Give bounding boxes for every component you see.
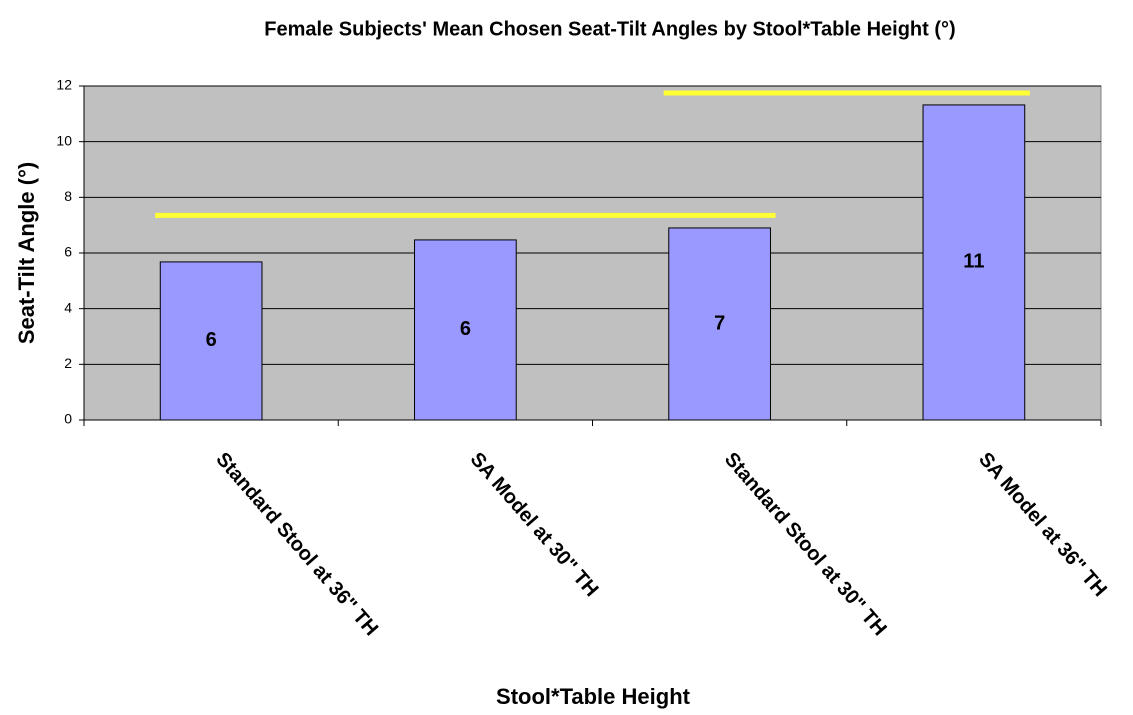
x-tick-label: Standard Stool at 30" TH bbox=[720, 448, 891, 640]
value-label: 7 bbox=[714, 312, 725, 334]
y-tick-label: 10 bbox=[56, 132, 72, 148]
y-tick-label: 8 bbox=[64, 188, 72, 204]
y-tick-label: 0 bbox=[64, 411, 72, 427]
y-tick-label: 6 bbox=[64, 244, 72, 260]
bar bbox=[159, 261, 263, 421]
x-tick-label: SA Model at 30" TH bbox=[466, 448, 603, 601]
x-tick-label: Standard Stool at 36" TH bbox=[211, 448, 382, 640]
bar bbox=[414, 239, 517, 421]
bar bbox=[922, 104, 1026, 421]
y-tick-label: 2 bbox=[64, 355, 72, 371]
x-axis-label: Stool*Table Height bbox=[496, 684, 691, 709]
value-label: 6 bbox=[460, 318, 471, 340]
y-axis-label: Seat-Tilt Angle (°) bbox=[14, 162, 39, 344]
x-tick-label: SA Model at 36" TH bbox=[974, 448, 1111, 601]
y-tick-label: 12 bbox=[56, 77, 72, 93]
value-label: 6 bbox=[206, 329, 217, 351]
y-tick-label: 4 bbox=[64, 299, 72, 315]
value-label: 11 bbox=[963, 251, 984, 273]
bar bbox=[668, 227, 771, 421]
chart-title: Female Subjects' Mean Chosen Seat-Tilt A… bbox=[264, 18, 955, 40]
